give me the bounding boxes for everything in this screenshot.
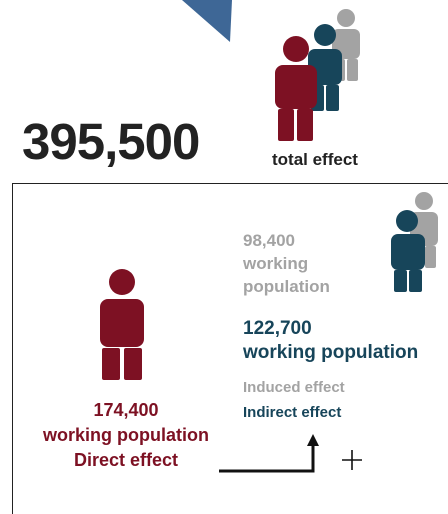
down-arrow-icon <box>182 0 232 42</box>
induced-effect-label: Induced effect <box>243 379 345 396</box>
person-icon-indirect <box>391 210 425 292</box>
connector-arrow-icon <box>219 434 319 473</box>
indirect-number: 122,700 <box>243 318 312 339</box>
direct-number: 174,400 <box>93 400 159 420</box>
person-group-icon <box>275 9 360 141</box>
direct-line1: working population <box>43 425 209 445</box>
person-icon-direct <box>275 36 317 141</box>
breakdown-panel <box>12 183 448 514</box>
person-icon-direct <box>100 269 144 380</box>
total-value: 395,500 <box>22 113 200 170</box>
indirect-effect-label: Indirect effect <box>243 404 342 421</box>
induced-number: 98,400 <box>243 231 295 250</box>
induced-block: 98,400 working population <box>243 229 330 298</box>
total-label: total effect <box>272 150 358 169</box>
plus-icon <box>342 450 362 470</box>
person-pair-icon <box>391 192 438 292</box>
indirect-line1: working population <box>243 342 419 363</box>
induced-line1: working <box>243 254 309 273</box>
induced-line2: population <box>243 277 330 296</box>
direct-label: Direct effect <box>73 450 179 470</box>
indirect-block: 122,700 working population <box>243 317 418 365</box>
direct-block: 174,400 working population Direct effect <box>22 398 230 473</box>
